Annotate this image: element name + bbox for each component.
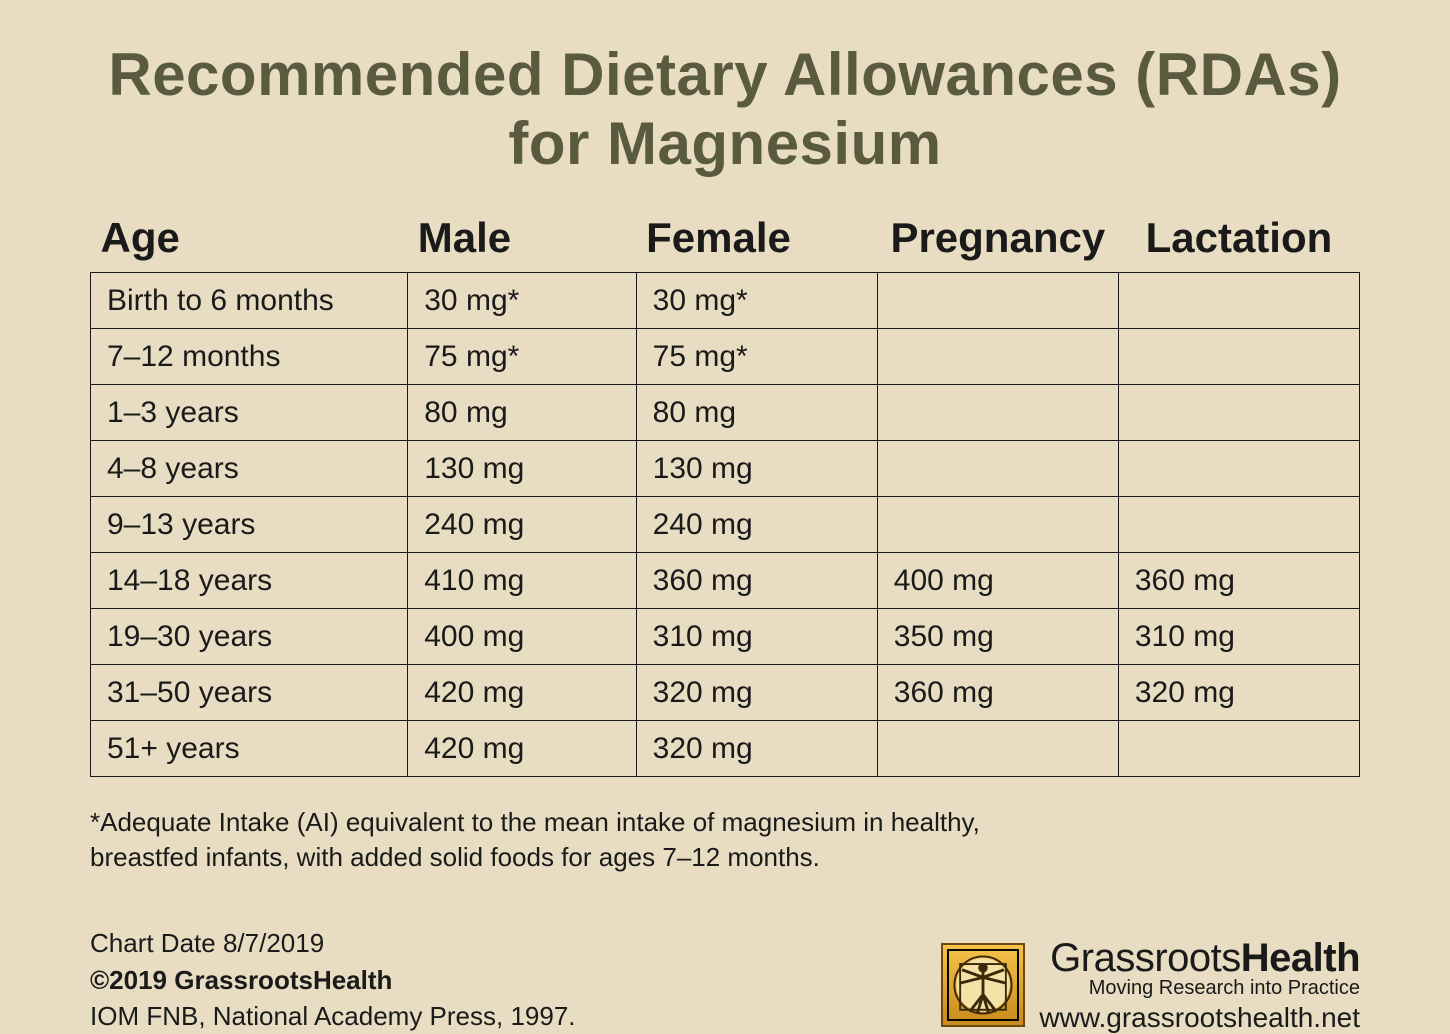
cell-age: 31–50 years [91,665,408,721]
cell-female: 130 mg [636,441,877,497]
cell-age: 4–8 years [91,441,408,497]
cell-lactation [1118,385,1359,441]
cell-age: Birth to 6 months [91,273,408,329]
cell-female: 30 mg* [636,273,877,329]
cell-male: 410 mg [408,553,636,609]
cell-female: 320 mg [636,721,877,777]
cell-pregnancy: 350 mg [877,609,1118,665]
brand-name: GrassrootsHealth [1039,936,1360,981]
cell-pregnancy [877,329,1118,385]
chart-date: Chart Date 8/7/2019 [90,925,576,961]
cell-female: 310 mg [636,609,877,665]
col-header-lactation: Lactation [1118,208,1359,273]
table-row: 31–50 years420 mg320 mg360 mg320 mg [91,665,1360,721]
col-header-age: Age [91,208,408,273]
footnote: *Adequate Intake (AI) equivalent to the … [90,805,990,875]
table-row: 1–3 years80 mg80 mg [91,385,1360,441]
col-header-pregnancy: Pregnancy [877,208,1118,273]
cell-age: 19–30 years [91,609,408,665]
cell-male: 420 mg [408,665,636,721]
cell-pregnancy: 360 mg [877,665,1118,721]
col-header-male: Male [408,208,636,273]
cell-male: 75 mg* [408,329,636,385]
brand-block: GrassrootsHealth Moving Research into Pr… [941,936,1360,1034]
footer: Chart Date 8/7/2019 ©2019 GrassrootsHeal… [90,925,1360,1034]
source-citation: IOM FNB, National Academy Press, 1997. [90,998,576,1034]
page-title: Recommended Dietary Allowances (RDAs) fo… [90,40,1360,178]
cell-male: 420 mg [408,721,636,777]
cell-age: 14–18 years [91,553,408,609]
cell-male: 30 mg* [408,273,636,329]
cell-lactation [1118,441,1359,497]
cell-pregnancy [877,721,1118,777]
cell-age: 7–12 months [91,329,408,385]
cell-male: 130 mg [408,441,636,497]
cell-male: 80 mg [408,385,636,441]
cell-pregnancy [877,273,1118,329]
copyright: ©2019 GrassrootsHealth [90,962,576,998]
table-row: Birth to 6 months30 mg*30 mg* [91,273,1360,329]
meta-block: Chart Date 8/7/2019 ©2019 GrassrootsHeal… [90,925,576,1034]
cell-female: 360 mg [636,553,877,609]
table-row: 19–30 years400 mg310 mg350 mg310 mg [91,609,1360,665]
cell-lactation [1118,329,1359,385]
cell-age: 1–3 years [91,385,408,441]
cell-female: 320 mg [636,665,877,721]
rda-table: Age Male Female Pregnancy Lactation Birt… [90,208,1360,777]
cell-pregnancy [877,497,1118,553]
cell-pregnancy [877,385,1118,441]
brand-name-suffix: Health [1241,936,1360,980]
cell-female: 75 mg* [636,329,877,385]
cell-lactation: 310 mg [1118,609,1359,665]
cell-lactation: 360 mg [1118,553,1359,609]
cell-age: 9–13 years [91,497,408,553]
cell-lactation [1118,497,1359,553]
cell-lactation [1118,273,1359,329]
table-row: 51+ years420 mg320 mg [91,721,1360,777]
table-row: 4–8 years130 mg130 mg [91,441,1360,497]
cell-male: 240 mg [408,497,636,553]
cell-lactation: 320 mg [1118,665,1359,721]
cell-lactation [1118,721,1359,777]
table-row: 7–12 months75 mg*75 mg* [91,329,1360,385]
cell-pregnancy: 400 mg [877,553,1118,609]
vitruvian-logo-icon [941,943,1025,1027]
col-header-female: Female [636,208,877,273]
cell-male: 400 mg [408,609,636,665]
brand-url: www.grassrootshealth.net [1039,1002,1360,1034]
table-body: Birth to 6 months30 mg*30 mg* 7–12 month… [91,273,1360,777]
table-header-row: Age Male Female Pregnancy Lactation [91,208,1360,273]
brand-name-prefix: Grassroots [1050,936,1241,980]
table-row: 9–13 years240 mg240 mg [91,497,1360,553]
table-row: 14–18 years410 mg360 mg400 mg360 mg [91,553,1360,609]
cell-pregnancy [877,441,1118,497]
cell-age: 51+ years [91,721,408,777]
cell-female: 80 mg [636,385,877,441]
cell-female: 240 mg [636,497,877,553]
